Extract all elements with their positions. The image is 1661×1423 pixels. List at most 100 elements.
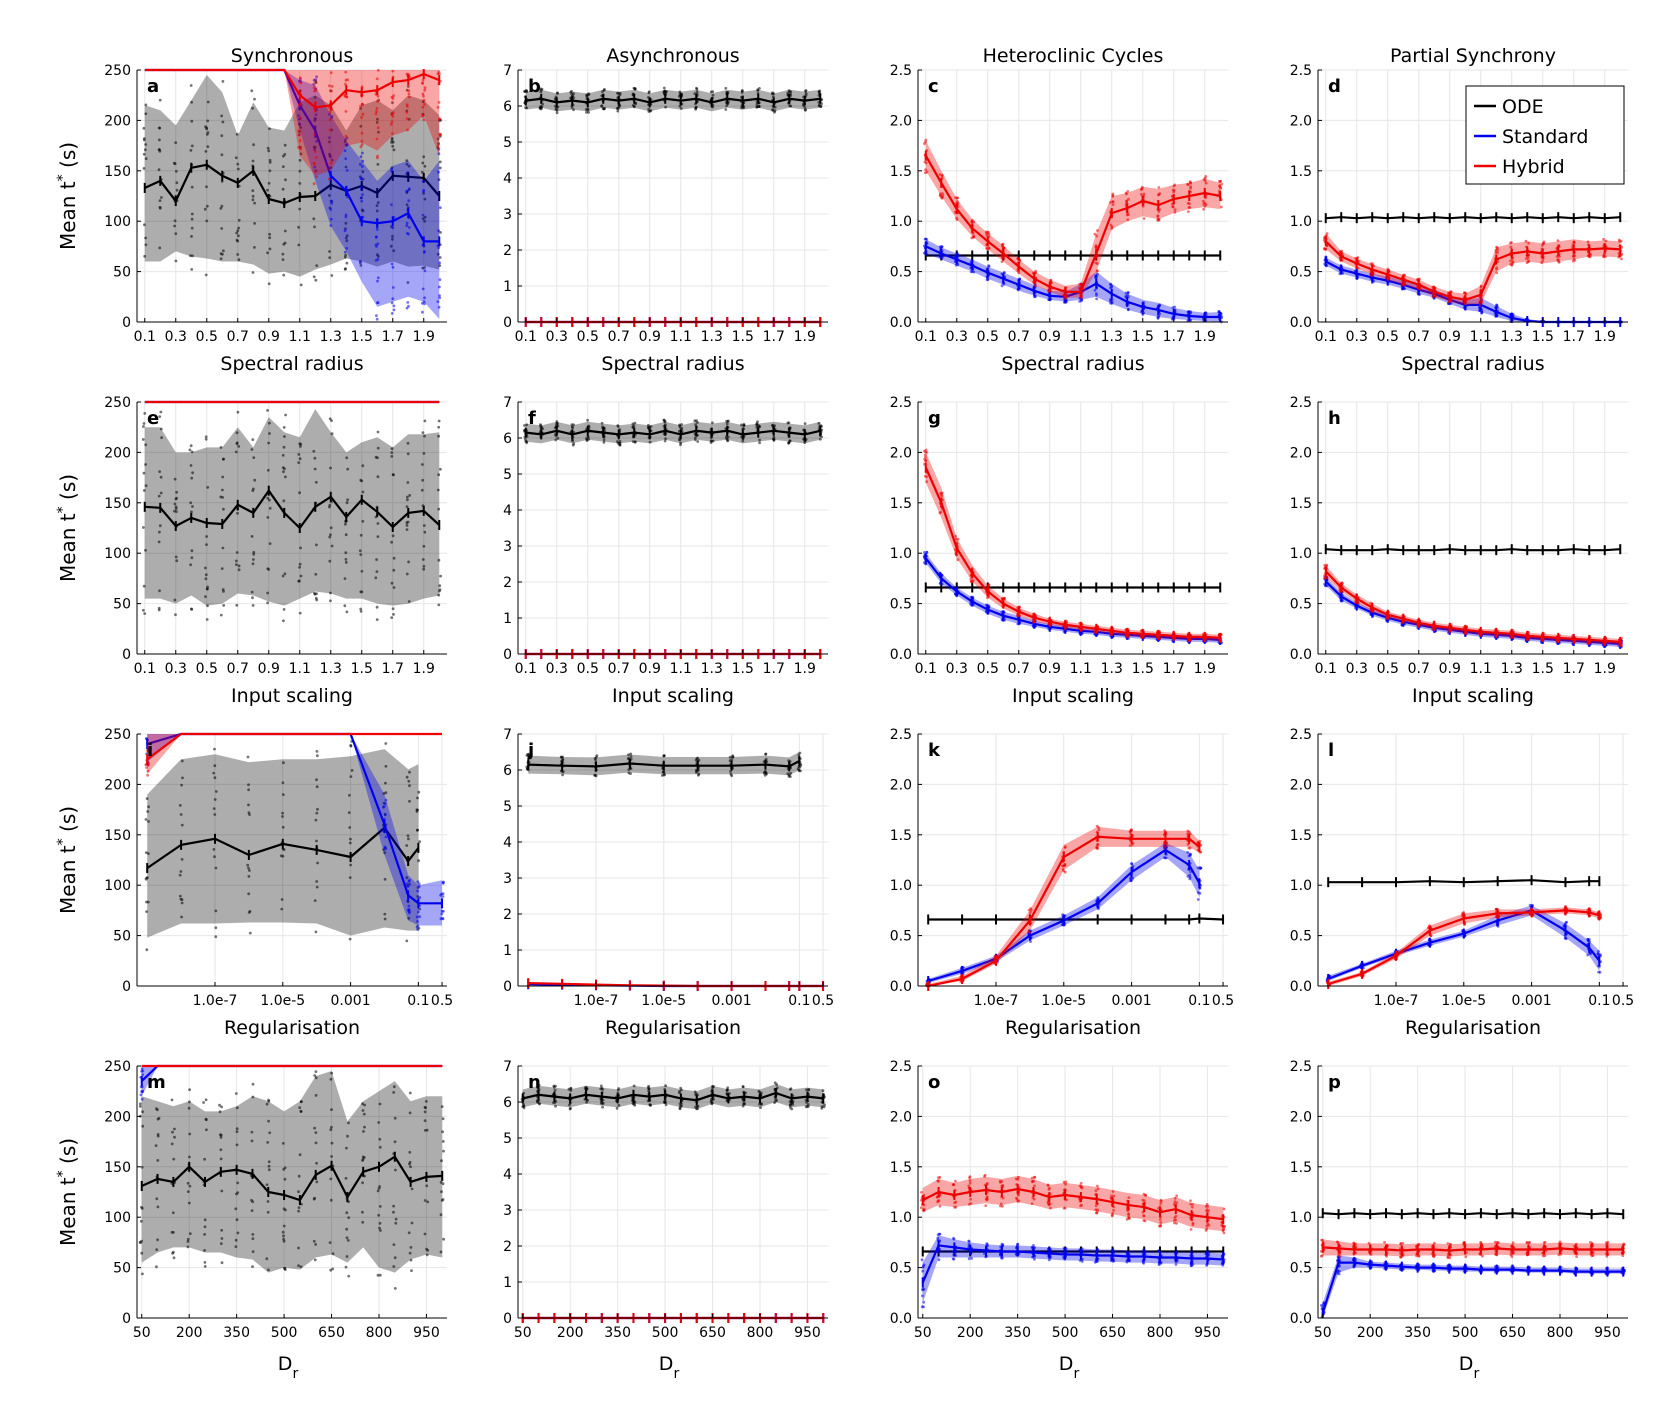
scatter-point-ode [390,140,393,144]
scatter-point-ode [190,100,194,104]
scatter-point-standard [441,895,445,898]
scatter-point-hybrid [1079,284,1083,287]
scatter-point-ode [437,434,440,438]
scatter-point-hybrid [1526,260,1530,264]
scatter-point-hybrid [408,95,411,99]
scatter-point-ode [422,567,426,571]
scatter-point-ode [281,453,285,457]
scatter-point-hybrid [315,175,318,179]
scatter-point-ode [586,435,590,439]
scatter-point-ode [344,558,348,561]
scatter-point-ode [189,149,193,152]
scatter-point-ode [251,604,255,607]
x-tick-label: 1.0e-7 [193,993,238,1009]
scatter-point-ode [422,544,426,548]
scatter-point-hybrid [330,85,334,88]
scatter-point-ode [328,152,331,156]
series-line-hybrid [1325,240,1621,301]
scatter-point-ode [695,87,699,91]
scatter-point-hybrid [1495,266,1499,269]
scatter-point-ode [282,470,285,474]
scatter-point-ode [173,219,177,223]
scatter-point-ode [561,773,564,777]
y-tick-label: 1.0 [890,546,912,562]
scatter-point-standard [344,143,348,147]
x-axis-title: Input scaling [1012,685,1134,707]
scatter-point-hybrid [1494,248,1498,252]
x-tick-label: 1.7 [763,329,785,345]
scatter-point-hybrid [1095,269,1099,272]
scatter-point-ode [819,105,822,109]
x-tick-label: 0.3 [946,661,968,677]
scatter-point-hybrid [436,144,440,148]
scatter-point-ode [647,91,651,95]
scatter-point-ode [157,494,161,498]
y-tick-label: 6 [503,99,512,115]
scatter-point-hybrid [1495,246,1499,250]
scatter-point-ode [361,519,365,523]
panel-label: h [1328,408,1341,429]
scatter-point-ode [525,440,528,443]
scatter-point-ode [144,243,148,247]
scatter-point-ode [560,756,563,759]
scatter-point-hybrid [1017,271,1021,275]
scatter-point-standard [1018,277,1022,281]
x-tick-label: 1.7 [1163,661,1185,677]
scatter-point-hybrid [405,117,409,120]
scatter-point-ode [144,548,147,552]
scatter-point-hybrid [298,103,301,107]
scatter-point-standard [1109,283,1112,287]
scatter-point-hybrid [312,86,316,89]
scatter-point-ode [586,418,589,422]
scatter-point-ode [314,480,318,484]
scatter-point-ode [144,143,148,146]
scatter-point-ode [423,215,427,219]
scatter-point-standard [418,915,422,919]
y-tick-label: 0.0 [1290,315,1312,331]
scatter-point-hybrid [1188,202,1191,206]
scatter-point-ode [190,476,194,480]
scatter-point-hybrid [924,168,927,172]
y-tick-label: 150 [104,828,131,844]
scatter-point-hybrid [924,458,928,462]
scatter-point-ode [757,105,761,108]
scatter-point-ode [236,167,240,171]
scatter-point-hybrid [1173,210,1177,214]
scatter-point-ode [786,772,790,776]
scatter-point-ode [159,427,163,431]
series-line-standard [925,245,1221,319]
scatter-point-ode [375,605,379,609]
scatter-point-hybrid [1602,237,1605,241]
x-tick-label: 1.7 [382,329,404,345]
scatter-point-hybrid [297,146,300,149]
scatter-point-ode [212,771,216,775]
scatter-point-ode [724,108,728,111]
scatter-point-hybrid [1495,271,1499,275]
scatter-point-hybrid [1509,241,1512,245]
x-tick-label: 0.7 [1408,661,1430,677]
x-tick-label: 1.1 [1470,329,1492,345]
scatter-point-ode [142,471,146,475]
scatter-point-ode [251,159,255,163]
scatter-point-standard [328,136,331,140]
x-tick-label: 1.5 [1532,329,1554,345]
x-tick-label: 0.9 [1439,329,1461,345]
scatter-point-ode [408,799,411,803]
y-tick-label: 2.0 [890,113,912,129]
scatter-point-ode [361,464,365,468]
x-tick-label: 1.5 [1132,661,1154,677]
scatter-point-ode [315,839,318,843]
scatter-point-ode [234,450,238,454]
scatter-point-ode [281,165,285,169]
x-tick-label: 1.9 [794,329,816,345]
scatter-point-ode [360,208,364,212]
scatter-point-hybrid [360,131,364,135]
scatter-point-hybrid [1000,260,1004,263]
scatter-point-ode [315,885,319,889]
scatter-point-ode [143,148,147,152]
scatter-point-ode [158,138,161,142]
scatter-point-ode [219,613,223,617]
scatter-point-ode [282,608,286,611]
scatter-point-ode [247,875,251,878]
scatter-point-hybrid [328,177,331,181]
